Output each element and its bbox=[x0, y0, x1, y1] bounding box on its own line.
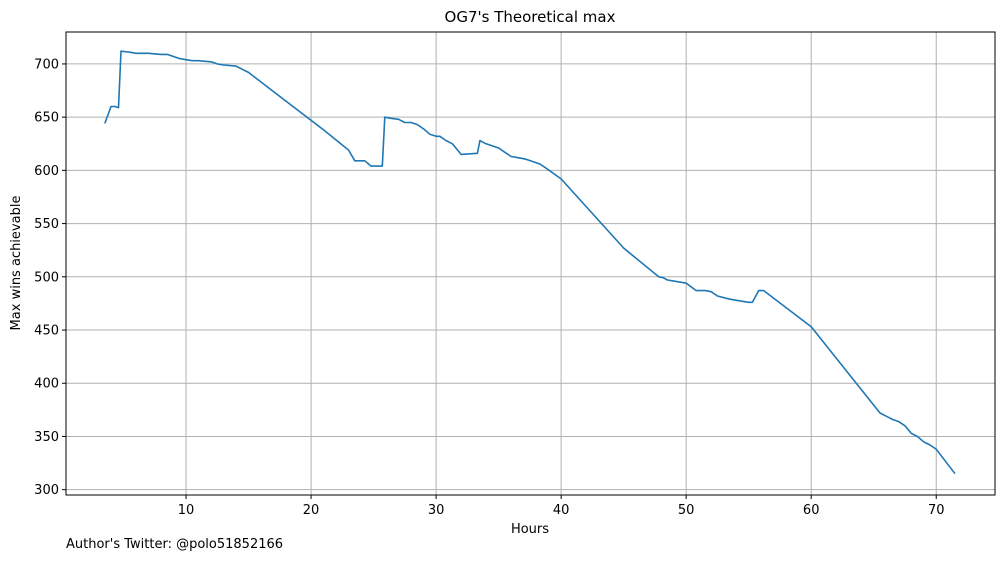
x-tick-label: 30 bbox=[428, 503, 445, 518]
y-tick-label: 700 bbox=[34, 57, 59, 72]
x-axis-label: Hours bbox=[511, 522, 549, 537]
y-tick-label: 300 bbox=[34, 483, 59, 498]
y-tick-label: 450 bbox=[34, 324, 59, 339]
plot-frame bbox=[65, 31, 996, 496]
author-footnote: Author's Twitter: @polo51852166 bbox=[66, 537, 284, 552]
series-line bbox=[104, 50, 956, 475]
x-tick-label: 60 bbox=[803, 503, 820, 518]
y-tick-label: 350 bbox=[34, 430, 59, 445]
y-tick-label: 400 bbox=[34, 377, 59, 392]
grid-lines bbox=[66, 32, 995, 495]
y-tick-label: 500 bbox=[34, 270, 59, 285]
x-tick-label: 10 bbox=[178, 503, 195, 518]
chart-title: OG7's Theoretical max bbox=[445, 8, 616, 26]
x-tick-label: 40 bbox=[553, 503, 570, 518]
series-layer bbox=[104, 50, 956, 475]
x-tick-label: 50 bbox=[678, 503, 695, 518]
y-tick-label: 550 bbox=[34, 217, 59, 232]
y-tick-label: 600 bbox=[34, 164, 59, 179]
x-tick-label: 70 bbox=[928, 503, 945, 518]
y-tick-label: 650 bbox=[34, 111, 59, 126]
y-axis-label: Max wins achievable bbox=[9, 196, 24, 331]
axis-ticks: 10 20 30 40 50 60 70 300 350 400 450 500 550 600 650 70… bbox=[34, 57, 944, 518]
x-tick-label: 20 bbox=[303, 503, 320, 518]
